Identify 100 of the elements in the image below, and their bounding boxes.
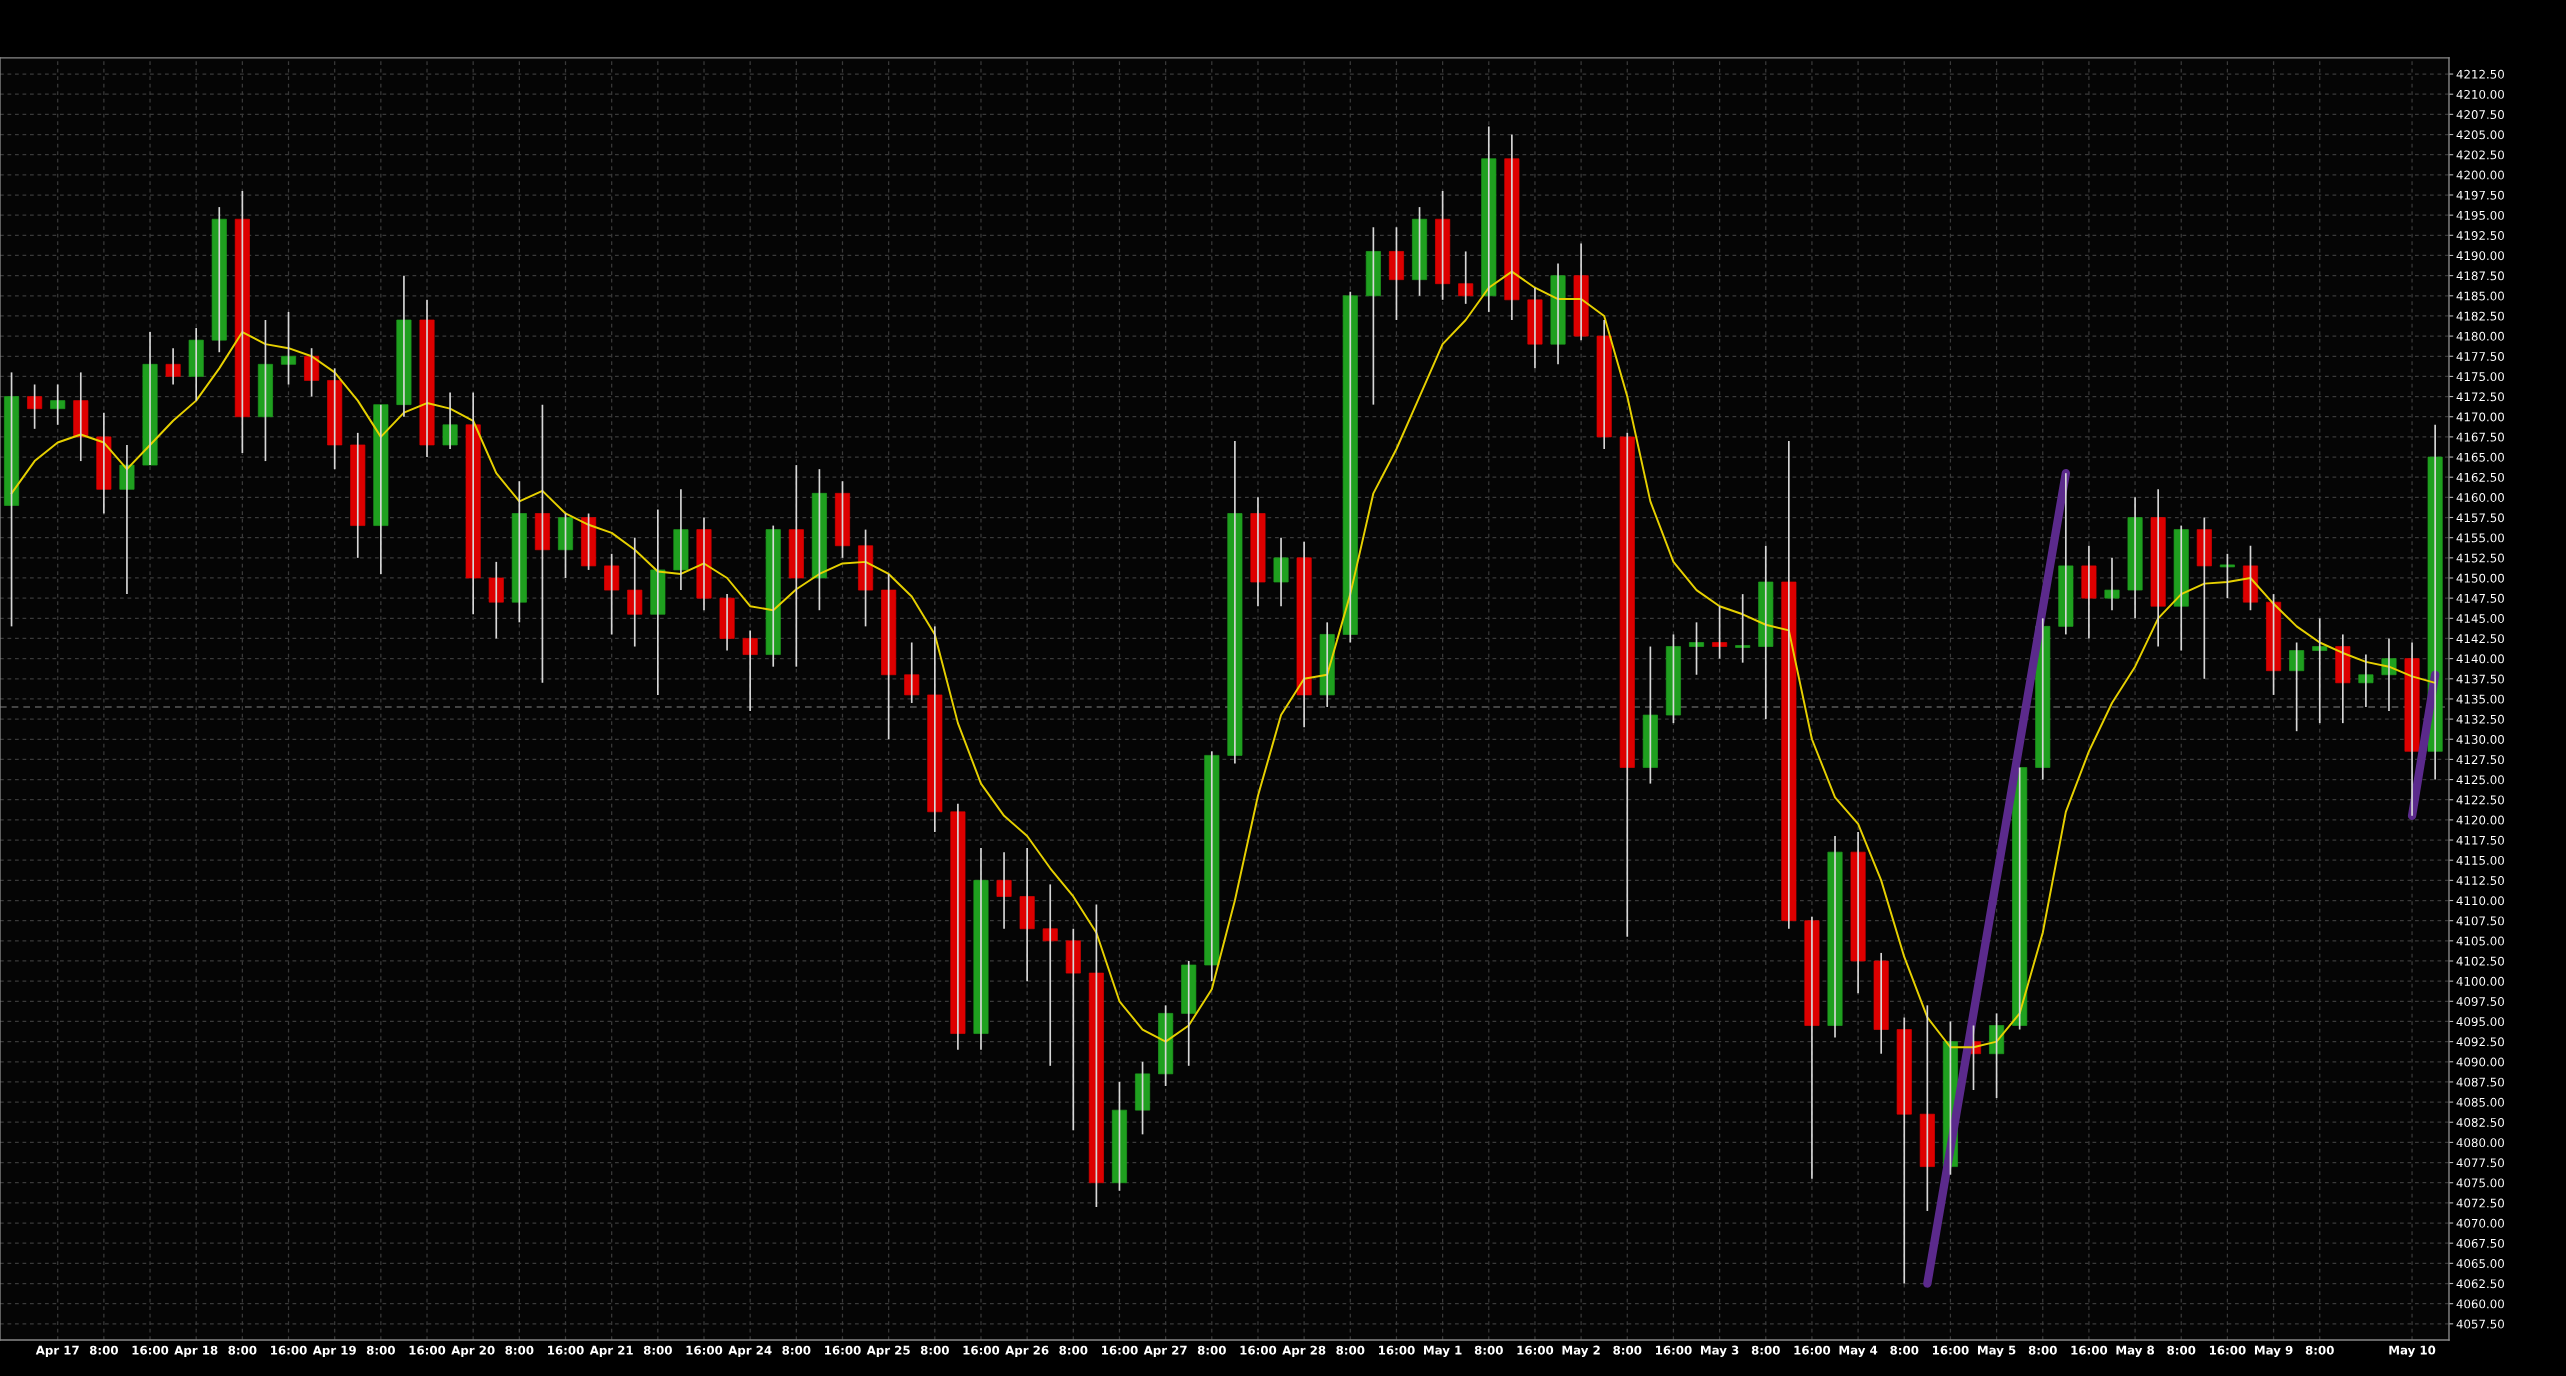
y-tick-label: 4127.50 [2456, 755, 2504, 765]
y-tick-label: 4170.00 [2456, 412, 2504, 422]
x-tick-label: 8:00 [1474, 1345, 1503, 1355]
candlestick [673, 488, 689, 591]
x-tick-label: 8:00 [1751, 1345, 1780, 1355]
candlestick [719, 593, 735, 652]
y-tick-label: 4182.50 [2456, 311, 2504, 321]
y-tick-label: 4105.00 [2456, 936, 2504, 946]
y-tick-label: 4140.00 [2456, 654, 2504, 664]
candlestick [858, 528, 874, 628]
x-tick-label: 16:00 [2209, 1345, 2246, 1355]
candlestick [281, 311, 297, 386]
x-tick-label: 8:00 [2167, 1345, 2196, 1355]
x-tick-label: 16:00 [548, 1345, 584, 1355]
y-tick-label: 4090.00 [2456, 1057, 2504, 1067]
candlestick [1181, 960, 1197, 1067]
candlestick [50, 383, 66, 426]
candlestick [1435, 190, 1451, 301]
candlestick [165, 347, 181, 386]
y-tick-label: 4130.00 [2456, 734, 2504, 744]
y-tick-label: 4180.00 [2456, 331, 2504, 341]
candlestick [558, 512, 574, 579]
candlestick [1365, 226, 1381, 406]
x-tick-label: Apr 17 [35, 1345, 79, 1357]
y-tick-label: 4150.00 [2456, 573, 2504, 583]
y-tick-label: 4082.50 [2456, 1117, 2504, 1127]
candlestick [2104, 557, 2120, 612]
candlestick [1735, 593, 1751, 664]
y-tick-label: 4085.00 [2456, 1097, 2504, 1107]
candlestick [1204, 750, 1220, 982]
candlestick [488, 561, 504, 640]
y-tick-label: 4065.00 [2456, 1259, 2504, 1268]
x-tick-label: 16:00 [1655, 1345, 1692, 1355]
candlestick [1896, 1016, 1912, 1285]
x-tick-label: Apr 28 [1282, 1345, 1326, 1357]
y-tick-label: 4160.00 [2456, 493, 2504, 503]
x-tick-label: 16:00 [1379, 1345, 1415, 1355]
candlestick [765, 524, 781, 668]
x-tick-label: 8:00 [643, 1345, 672, 1355]
candlestick [1781, 440, 1797, 930]
candlestick [1481, 125, 1497, 313]
x-tick-label: Apr 27 [1143, 1345, 1187, 1357]
candlestick [1273, 536, 1289, 608]
candlestick [1827, 835, 1843, 1039]
y-tick-label: 4067.50 [2456, 1238, 2504, 1248]
candlestick [973, 847, 989, 1051]
y-tick-label: 4162.50 [2456, 472, 2504, 482]
y-tick-label: 4187.50 [2456, 271, 2504, 281]
y-tick-label: 4135.00 [2456, 694, 2504, 704]
x-tick-label: 8:00 [1059, 1345, 1088, 1355]
y-tick-label: 4077.50 [2456, 1158, 2504, 1168]
y-tick-label: 4137.50 [2456, 674, 2504, 684]
y-tick-label: 4125.00 [2456, 775, 2504, 785]
candlestick [2058, 472, 2074, 636]
candlestick [511, 480, 527, 624]
candlestick [1458, 250, 1474, 305]
y-tick-label: 4070.00 [2456, 1218, 2504, 1228]
y-tick-label: 4132.50 [2456, 714, 2504, 724]
candlestick [1527, 286, 1543, 370]
y-tick-label: 4072.50 [2456, 1198, 2504, 1208]
y-tick-label: 4167.50 [2456, 432, 2504, 442]
y-tick-label: 4092.50 [2456, 1037, 2504, 1047]
x-tick-label: Apr 26 [1005, 1345, 1049, 1357]
candlestick [1758, 544, 1774, 720]
y-tick-label: 4177.50 [2456, 351, 2504, 361]
candlestick [350, 432, 366, 559]
x-tick-label: 8:00 [782, 1345, 811, 1355]
y-tick-label: 4110.00 [2456, 896, 2504, 906]
x-tick-label: 16:00 [1102, 1345, 1138, 1355]
y-tick-label: 4057.50 [2456, 1319, 2504, 1329]
y-tick-label: 4200.00 [2456, 170, 2504, 180]
candlestick [834, 480, 850, 559]
candlestick [1342, 290, 1358, 644]
candlestick [1135, 1060, 1151, 1136]
candlestick [2266, 593, 2282, 696]
candlestick [2081, 544, 2097, 640]
candlestick [1227, 440, 1243, 765]
candlestick [73, 371, 89, 462]
candlestick [1296, 540, 1312, 728]
candlestick [27, 383, 43, 430]
x-tick-label: 8:00 [228, 1345, 257, 1355]
y-tick-label: 4062.50 [2456, 1279, 2504, 1289]
x-tick-label: Apr 21 [589, 1345, 633, 1357]
y-tick-label: 4147.50 [2456, 593, 2504, 603]
x-tick-label: 16:00 [2071, 1345, 2108, 1355]
candlestick [142, 331, 158, 466]
candlestick [1642, 645, 1658, 785]
candlestick [1550, 262, 1566, 366]
x-tick-label: May 10 [2389, 1345, 2436, 1357]
y-tick-label: 4087.50 [2456, 1077, 2504, 1087]
candlestick [1412, 206, 1428, 297]
candlestick [1596, 319, 1612, 450]
y-tick-label: 4175.00 [2456, 372, 2504, 382]
x-tick-label: May 9 [2254, 1345, 2293, 1357]
candlestick [1088, 903, 1104, 1208]
candlestick [1158, 1004, 1174, 1087]
x-tick-label: 16:00 [825, 1345, 861, 1355]
candlestick [904, 641, 920, 704]
candlestick [442, 391, 458, 450]
x-tick-label: 16:00 [963, 1345, 1000, 1355]
